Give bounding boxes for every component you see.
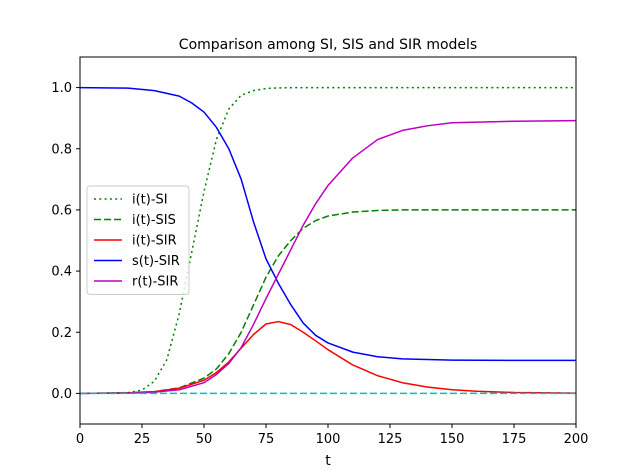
x-tick-label: 125 — [378, 432, 403, 447]
chart-title: Comparison among SI, SIS and SIR models — [179, 37, 477, 53]
x-tick-label: 150 — [440, 432, 465, 447]
series-line-i-t-sir — [80, 320, 576, 395]
series-line-i-t-sis — [80, 209, 576, 395]
axes: 0 25 50 75 100 125 150 175 200 0.0 0.2 0.4 0.6 0.8 1.0 — [51, 56, 589, 447]
legend-label: s(t)-SIR — [132, 254, 180, 269]
series-line-s-t-sir — [80, 86, 576, 362]
y-tick-label: 1.0 — [51, 81, 72, 96]
legend-label: i(t)-SIR — [132, 234, 177, 249]
plot-area — [80, 86, 576, 395]
series-line-i-t-si — [80, 86, 576, 395]
x-tick-label: 25 — [134, 432, 151, 447]
legend: i(t)-SI i(t)-SIS i(t)-SIR s(t)-SIR r(t)-SIR — [86, 185, 190, 295]
y-tick-label: 0.4 — [51, 265, 72, 280]
y-tick-label: 0.2 — [51, 326, 72, 341]
legend-box — [86, 185, 190, 295]
y-tick-label: 0.6 — [51, 203, 72, 218]
y-tick-label: 0.0 — [51, 387, 72, 402]
legend-label: i(t)-SIS — [132, 213, 176, 228]
legend-label: i(t)-SI — [132, 193, 168, 208]
x-tick-label: 75 — [258, 432, 275, 447]
series-line-r-t-sir — [80, 119, 576, 395]
x-axis-label: t — [325, 453, 331, 469]
x-tick-label: 100 — [316, 432, 341, 447]
legend-label: r(t)-SIR — [132, 275, 178, 290]
x-tick-label: 50 — [196, 432, 213, 447]
y-tick-label: 0.8 — [51, 142, 72, 157]
x-tick-label: 0 — [76, 432, 84, 447]
x-tick-label: 175 — [502, 432, 527, 447]
x-tick-label: 200 — [564, 432, 589, 447]
